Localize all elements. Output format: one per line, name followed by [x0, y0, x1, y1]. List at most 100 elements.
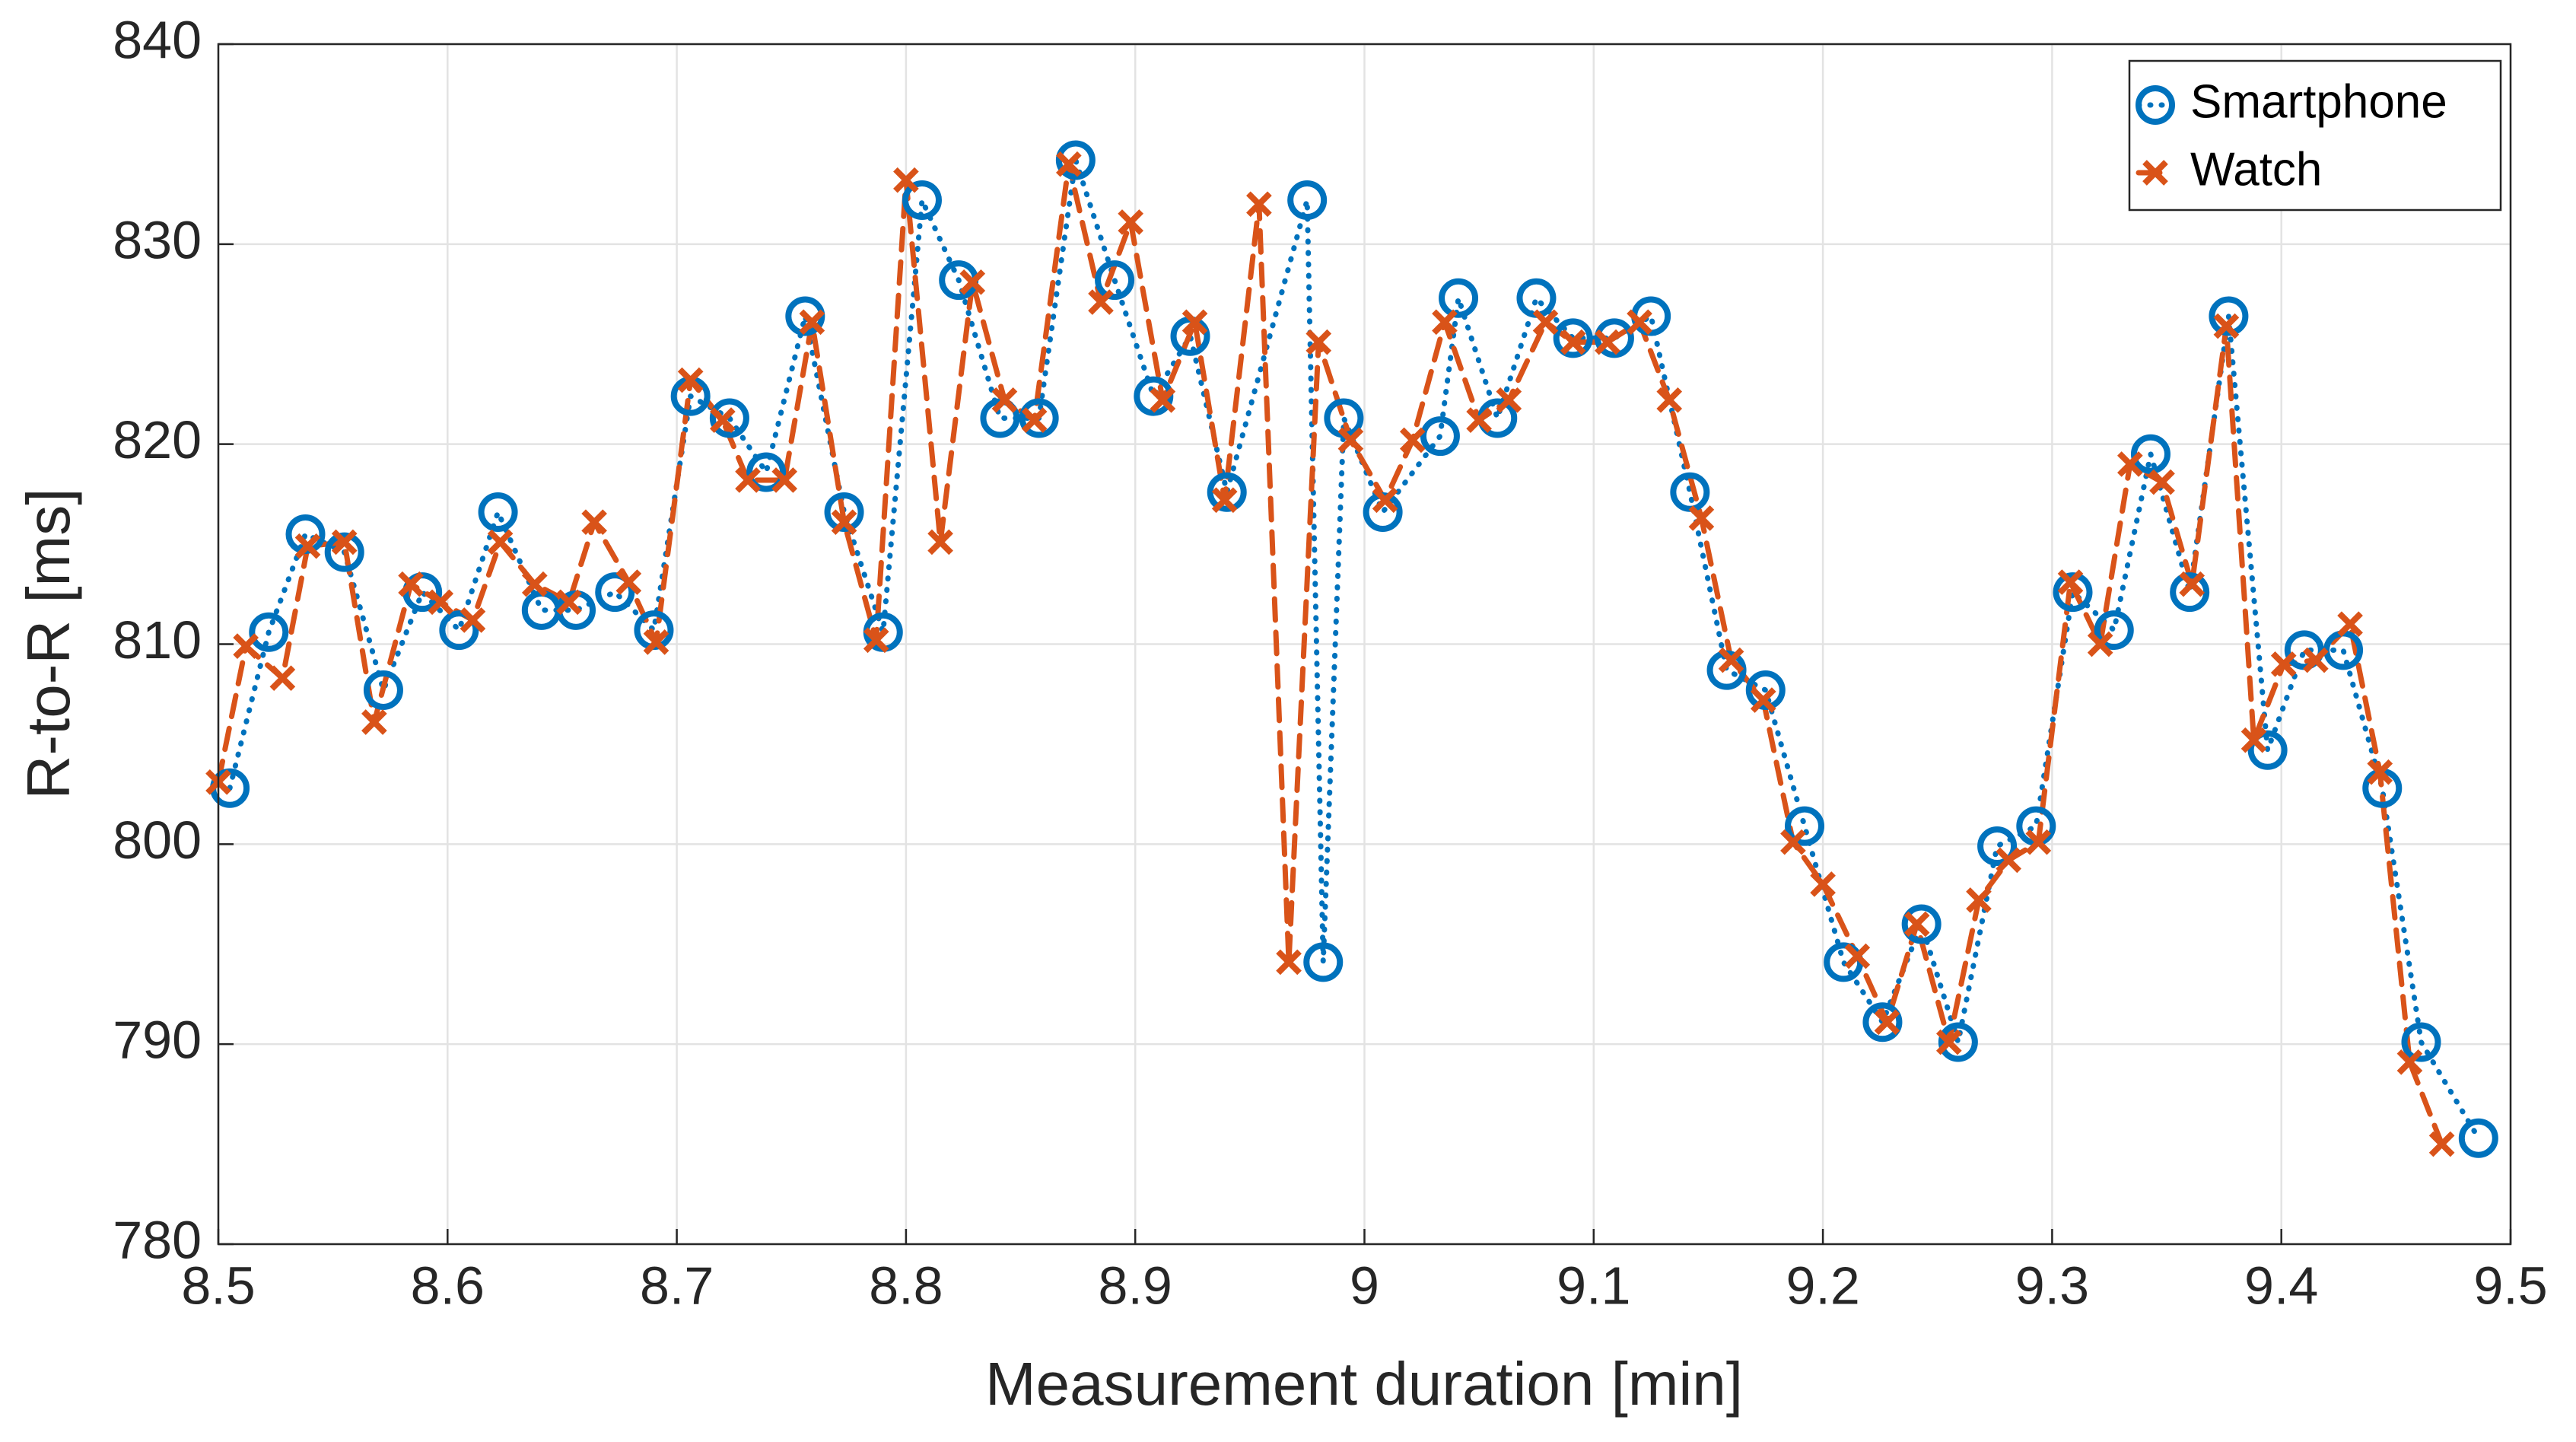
- circle-marker: [2284, 630, 2324, 670]
- circle-marker: [2094, 610, 2134, 651]
- x-marker: [643, 629, 669, 655]
- x-marker: [2240, 727, 2267, 753]
- series-line: [218, 161, 2445, 1148]
- x-marker: [331, 529, 358, 555]
- x-marker: [1595, 329, 1620, 355]
- x-marker: [2179, 571, 2206, 597]
- x-tick-label: 8.5: [181, 1256, 255, 1315]
- circle-marker: [1977, 826, 2018, 866]
- x-marker: [771, 467, 798, 493]
- circle-marker: [2136, 85, 2175, 125]
- circle-marker: [1055, 140, 1096, 180]
- x-marker: [927, 529, 953, 555]
- x-marker: [2428, 1131, 2455, 1157]
- x-marker: [1211, 487, 1238, 514]
- circle-marker: [2170, 572, 2210, 613]
- ticks: 8.5 8.6 8.7 8.8 8.9 9 9.1 9.2 9.3 9.4 9.5 780 790 800…: [113, 10, 2547, 1315]
- x-marker: [1810, 871, 1836, 897]
- legend: Smartphone Watch: [2128, 59, 2502, 212]
- x-marker: [581, 509, 607, 536]
- x-marker: [863, 627, 889, 654]
- x-marker: [2149, 469, 2175, 495]
- legend-label: Smartphone: [2190, 75, 2447, 128]
- circle-marker: [2247, 730, 2288, 770]
- x-marker: [1305, 329, 1332, 355]
- x-tick-label: 9: [1350, 1256, 1379, 1315]
- x-marker: [831, 509, 857, 536]
- x-marker: [2087, 631, 2113, 657]
- circle-marker: [2130, 434, 2171, 474]
- x-marker: [361, 709, 387, 735]
- x-marker: [1181, 309, 1208, 336]
- x-marker: [1021, 407, 1048, 433]
- circle-marker: [2458, 1118, 2498, 1158]
- circle-marker: [1095, 260, 1135, 301]
- x-axis-label: Measurement duration [min]: [985, 1350, 1743, 1418]
- circle-marker: [902, 180, 942, 221]
- x-marker: [1656, 387, 1683, 413]
- x-marker: [1246, 191, 1272, 218]
- x-marker: [1844, 943, 1871, 969]
- x-marker: [677, 367, 704, 393]
- x-marker: [1718, 647, 1744, 673]
- x-tick-label: 9.4: [2244, 1256, 2318, 1315]
- y-tick-label: 780: [113, 1210, 202, 1269]
- circle-marker: [1745, 670, 1786, 710]
- circle-marker: [2401, 1022, 2441, 1062]
- y-axis-label: R-to-R [ms]: [14, 489, 82, 800]
- x-marker: [1466, 407, 1492, 433]
- x-marker: [2367, 759, 2393, 785]
- circle-marker: [324, 532, 364, 572]
- x-tick-label: 8.6: [411, 1256, 485, 1315]
- x-tick-label: 9.2: [1786, 1256, 1859, 1315]
- x-marker: [893, 167, 919, 193]
- x-marker: [460, 607, 486, 633]
- x-tick-label: 9.5: [2473, 1256, 2547, 1315]
- y-tick-label: 810: [113, 610, 202, 670]
- x-marker: [710, 407, 736, 433]
- circle-marker: [709, 398, 749, 438]
- x-marker: [487, 529, 514, 555]
- x-marker: [1560, 329, 1586, 355]
- x-tick-label: 8.8: [869, 1256, 943, 1315]
- x-marker: [991, 387, 1018, 413]
- x-tick-label: 9.1: [1557, 1256, 1630, 1315]
- x-marker: [398, 571, 424, 597]
- x-marker: [2025, 829, 2052, 855]
- y-tick-label: 820: [113, 410, 202, 470]
- x-marker: [959, 269, 986, 295]
- x-marker: [2337, 611, 2363, 638]
- x-marker: [799, 309, 825, 336]
- x-marker: [521, 571, 548, 597]
- x-marker: [2270, 651, 2297, 677]
- x-marker: [1874, 1009, 1900, 1036]
- circle-marker: [1439, 278, 1479, 318]
- circle-marker: [1287, 180, 1328, 221]
- circle-marker: [439, 610, 479, 651]
- x-marker: [1996, 847, 2021, 874]
- x-marker: [2142, 160, 2168, 186]
- x-marker: [1903, 911, 1930, 937]
- x-marker: [1432, 309, 1458, 336]
- x-marker: [1750, 687, 1776, 713]
- circle-marker: [249, 612, 289, 652]
- circle-marker: [824, 492, 864, 533]
- x-marker: [1150, 387, 1176, 413]
- circle-marker: [1207, 472, 1247, 512]
- x-marker: [428, 589, 454, 616]
- x-marker: [1372, 487, 1398, 514]
- x-marker: [1088, 289, 1114, 315]
- circle-marker: [1303, 942, 1344, 982]
- x-tick-label: 8.7: [640, 1256, 714, 1315]
- x-marker: [2303, 647, 2329, 673]
- circle-marker: [1784, 806, 1824, 846]
- x-marker: [615, 569, 642, 595]
- x-marker: [1496, 387, 1522, 413]
- y-tick-label: 840: [113, 10, 202, 69]
- x-tick-label: 8.9: [1099, 1256, 1172, 1315]
- circle-marker: [478, 492, 518, 533]
- circle-marker: [595, 572, 635, 613]
- x-marker: [2213, 313, 2240, 339]
- x-marker: [1337, 427, 1364, 454]
